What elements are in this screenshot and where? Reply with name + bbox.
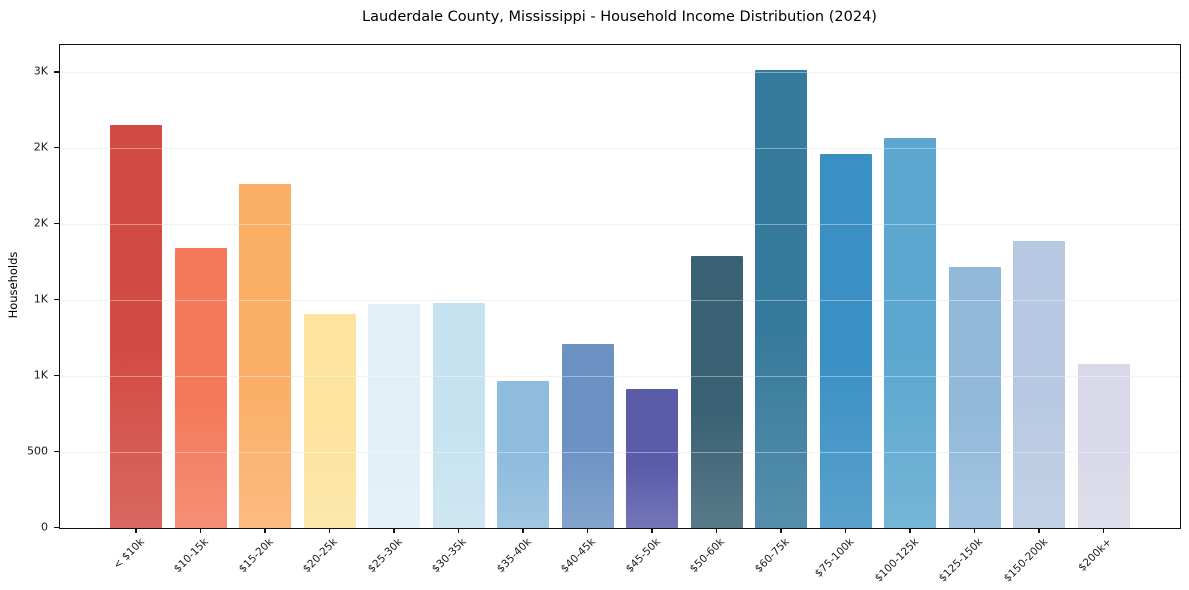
bar-slot (749, 45, 814, 528)
gridline-1000 (60, 375, 1180, 377)
chart-title: Lauderdale County, Mississippi - Househo… (362, 9, 877, 25)
gridline-1000 (60, 375, 1180, 377)
bar (368, 303, 421, 528)
y-tick-label: 0 (41, 520, 48, 533)
y-tick-mark (54, 374, 59, 377)
x-tick-mark (328, 527, 331, 533)
x-tick-label-text: $10-15k (172, 536, 212, 576)
bar (239, 183, 292, 528)
bar-slot (104, 45, 169, 528)
gridline-2500 (60, 148, 1180, 150)
x-tick-label-text: $75-100k (812, 536, 857, 580)
bar (819, 153, 872, 528)
bar-slot (233, 45, 298, 528)
y-tick-label: 3K (33, 64, 48, 78)
x-tick-mark (973, 527, 976, 533)
gridline-500 (60, 451, 1180, 453)
bar-slot (491, 45, 556, 528)
bar-slot (685, 45, 750, 528)
gridline-3000 (60, 72, 1180, 74)
x-tick-mark (264, 527, 266, 533)
gridline-2500 (60, 148, 1180, 150)
x-tick-mark (393, 527, 395, 533)
y-tick-mark (54, 223, 59, 225)
bar (884, 137, 937, 528)
plot-area (59, 44, 1181, 529)
x-tick-label-text: < $10k (111, 536, 147, 572)
bar-slot (1072, 45, 1137, 528)
x-tick-label-text: $30-35k (430, 536, 470, 576)
y-tick-mark (54, 71, 59, 73)
x-tick-mark (909, 527, 911, 533)
bar-slot (1007, 45, 1072, 528)
x-tick-mark (522, 527, 524, 533)
gridline-1500 (60, 299, 1180, 301)
y-tick-label: 500 (27, 444, 48, 458)
gridline-2000 (60, 224, 1180, 226)
bar (432, 302, 485, 528)
bar (1077, 364, 1130, 528)
y-tick-label: 1K (33, 292, 48, 306)
y-tick-label: 2K (33, 216, 48, 230)
bar-slot (814, 45, 879, 528)
x-tick-mark (586, 527, 589, 533)
x-tick-mark (651, 527, 653, 533)
bar (303, 313, 356, 528)
x-tick-label-text: $40-45k (559, 536, 599, 576)
x-tick-mark (135, 527, 137, 533)
x-tick-label-text: $100-125k (872, 536, 921, 585)
bar-slot (878, 45, 943, 528)
bar (174, 248, 227, 528)
bar (1013, 240, 1066, 528)
bar-slot (362, 45, 427, 528)
x-tick-mark (457, 527, 460, 533)
bars-row (60, 45, 1180, 528)
y-tick-label: 2K (33, 140, 48, 154)
x-tick-mark (1038, 527, 1040, 533)
x-tick-label-text: $45-50k (623, 536, 663, 576)
x-tick-label-text: $125-150k (936, 536, 986, 585)
bar-slot (620, 45, 685, 528)
y-tick-label: 1K (33, 368, 48, 382)
x-tick-mark (780, 527, 782, 533)
bar (755, 70, 808, 528)
x-tick-label-text: $60-75k (752, 536, 792, 576)
bar (948, 267, 1001, 528)
x-tick-mark (1102, 527, 1105, 533)
bar-slot (556, 45, 621, 528)
bar-slot (427, 45, 492, 528)
x-tick-label-text: $35-40k (494, 536, 534, 576)
x-tick-label-text: $15-20k (236, 536, 276, 576)
y-tick-mark (54, 450, 59, 452)
y-tick-mark (54, 298, 59, 301)
bar (626, 388, 679, 528)
y-tick-mark (54, 526, 59, 528)
x-tick-label-text: $25-30k (365, 536, 405, 576)
gridline-500 (60, 451, 1180, 453)
x-tick-label-text: $50-60k (688, 536, 728, 576)
x-tick-label-text: $150-200k (1001, 536, 1050, 585)
bar-slot (169, 45, 234, 528)
gridline-2000 (60, 224, 1180, 226)
x-tick-label-text: $200k+ (1076, 536, 1115, 574)
x-tick-label-text: $20-25k (301, 536, 341, 576)
bar-slot (943, 45, 1008, 528)
bar (690, 255, 743, 528)
bar (110, 125, 163, 528)
x-tick-mark (199, 527, 202, 533)
gridline-3000 (60, 72, 1180, 74)
gridline-1500 (60, 299, 1180, 301)
y-tick-mark (54, 147, 59, 149)
x-tick-mark (844, 527, 847, 533)
bar-slot (298, 45, 363, 528)
x-tick-mark (715, 527, 718, 533)
bar (561, 343, 614, 528)
y-axis-label: Households (6, 251, 20, 319)
bar (497, 381, 550, 528)
